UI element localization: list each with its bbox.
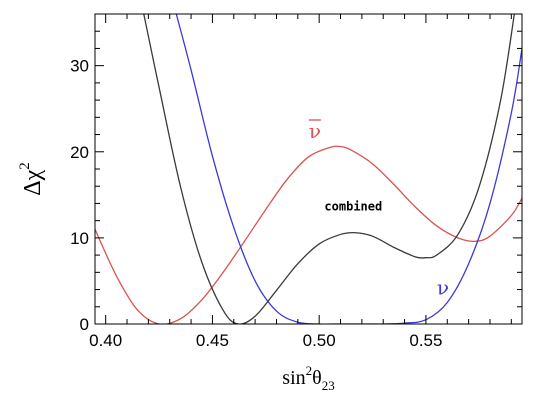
plot-frame [94,13,523,325]
axis-ticks [95,13,522,325]
x-axis-label-sub: 23 [322,378,335,393]
series-line-combined [143,14,515,324]
axis-tick-labels: 0.40 0.45 0.50 0.55 0 10 20 30 [70,57,442,350]
x-tick-label: 0.50 [303,331,336,350]
x-axis-label: sin2θ23 [282,363,334,393]
series-line-antineutrino [95,145,522,324]
x-tick-label: 0.40 [89,331,122,350]
x-tick-label: 0.45 [196,331,229,350]
curve-annotations: ν ν combined [309,119,449,300]
y-tick-label: 0 [80,315,89,334]
annotation-antineutrino: ν [309,119,321,143]
series-line-neutrino [175,14,522,324]
y-tick-label: 10 [70,229,89,248]
annotation-neutrino: ν [437,276,449,300]
y-axis-label-base: Δχ [20,169,46,195]
y-tick-label: 20 [70,143,89,162]
x-axis-label-sup: 2 [306,363,313,378]
plot-area [95,14,522,324]
y-axis-label-sup: 2 [17,162,33,170]
annotation-combined: combined [324,199,382,213]
x-axis-label-base: sin [282,367,305,389]
x-tick-label: 0.55 [409,331,442,350]
x-axis-label-theta: θ [312,367,322,389]
y-tick-label: 30 [70,57,89,76]
y-axis-label: Δχ2 [17,162,46,196]
